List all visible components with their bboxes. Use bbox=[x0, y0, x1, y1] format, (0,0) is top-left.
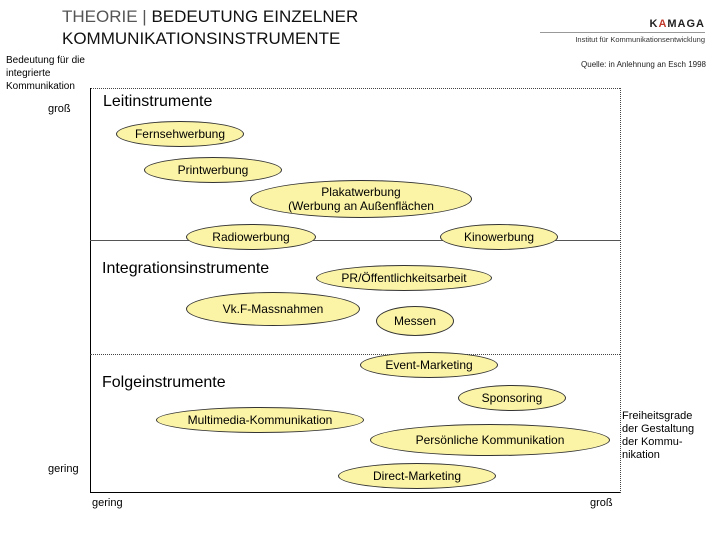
ellipse-direct: Direct-Marketing bbox=[338, 463, 496, 489]
x-axis-high: groß bbox=[590, 497, 613, 509]
y-axis-low: gering bbox=[48, 463, 79, 475]
logo: KAMAGA Institut für Kommunikationsentwic… bbox=[540, 18, 705, 44]
logo-divider bbox=[540, 32, 705, 33]
title-line1: BEDEUTUNG EINZELNER bbox=[151, 7, 359, 26]
ellipse-poster: Plakatwerbung (Werbung an Außenflächen bbox=[250, 180, 472, 218]
ellipse-multimedia: Multimedia-Kommunikation bbox=[156, 407, 364, 433]
y-axis-high: groß bbox=[48, 103, 71, 115]
title-line2: KOMMUNIKATIONSINSTRUMENTE bbox=[62, 29, 341, 48]
logo-brand: KAMAGA bbox=[649, 18, 705, 30]
x-axis-line bbox=[90, 492, 620, 493]
section-integration: Integrationsinstrumente bbox=[102, 260, 270, 277]
title-prefix: THEORIE | bbox=[62, 7, 152, 26]
y-axis-label: Bedeutung für die integrierte Kommunikat… bbox=[6, 55, 85, 92]
ellipse-cinema: Kinowerbung bbox=[440, 224, 558, 250]
ellipse-radio: Radiowerbung bbox=[186, 224, 316, 250]
y-axis-line bbox=[90, 88, 91, 493]
divider-lead-integration bbox=[90, 240, 620, 241]
frame-top bbox=[90, 88, 620, 89]
section-lead: Leitinstrumente bbox=[103, 93, 213, 110]
ellipse-sponsoring: Sponsoring bbox=[458, 385, 566, 411]
page-title: THEORIE | BEDEUTUNG EINZELNER KOMMUNIKAT… bbox=[62, 6, 358, 50]
ellipse-vkf: Vk.F-Massnahmen bbox=[186, 292, 360, 326]
logo-subtitle: Institut für Kommunikationsentwicklung bbox=[575, 35, 705, 44]
frame-right bbox=[620, 88, 622, 493]
divider-integration-follow bbox=[90, 354, 620, 355]
ellipse-print: Printwerbung bbox=[144, 157, 282, 183]
ellipse-tv: Fernsehwerbung bbox=[116, 121, 244, 147]
ellipse-personal: Persönliche Kommunikation bbox=[370, 424, 610, 456]
section-follow: Folgeinstrumente bbox=[102, 374, 226, 391]
ellipse-event: Event-Marketing bbox=[360, 352, 498, 378]
source-note: Quelle: in Anlehnung an Esch 1998 bbox=[581, 60, 706, 69]
x-axis-label: Freiheitsgrade der Gestaltung der Kommu-… bbox=[622, 410, 695, 461]
x-axis-low: gering bbox=[92, 497, 123, 509]
ellipse-fairs: Messen bbox=[376, 306, 454, 336]
ellipse-pr: PR/Öffentlichkeitsarbeit bbox=[316, 265, 492, 291]
